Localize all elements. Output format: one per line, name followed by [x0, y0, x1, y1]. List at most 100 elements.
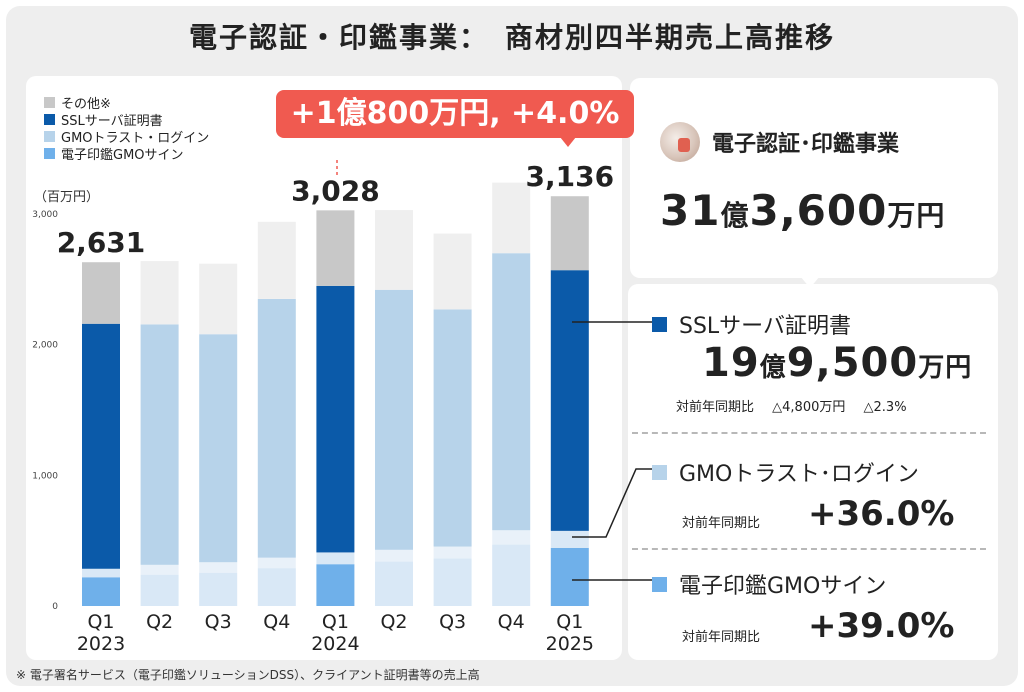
trust-login-label: GMOトラスト･ログイン — [652, 456, 919, 488]
bar-segment — [550, 547, 589, 606]
trust-login-yoy-label: 対前年同期比 — [682, 516, 761, 531]
kpi-total-value: 31億3,600万円 — [660, 186, 945, 235]
total-label: 3,136 — [526, 160, 615, 193]
legend-swatch — [44, 97, 55, 108]
bar-segment — [82, 568, 120, 578]
x-tick-label: Q2 — [380, 611, 407, 633]
x-tick-label: 2023 — [77, 633, 125, 655]
callout-pointer — [560, 137, 576, 147]
bar-segment — [375, 549, 413, 562]
bar-segment — [257, 557, 296, 569]
seal-stamp-icon — [660, 122, 700, 162]
bar-segment — [140, 574, 179, 606]
kpi-value-unit: 万円 — [887, 199, 946, 232]
y-axis-unit: （百万円） — [34, 190, 100, 205]
y-tick-label: 3,000 — [32, 210, 58, 220]
bar-segment — [375, 561, 413, 606]
bar-segment — [199, 562, 238, 573]
bar-segment — [492, 544, 531, 606]
legend-item-gmo-sign: 電子印鑑GMOサイン — [44, 145, 209, 163]
ssl-yoy-pct: △2.3% — [863, 400, 907, 415]
legend-label: SSLサーバ証明書 — [61, 114, 163, 129]
ssl-label-text: SSLサーバ証明書 — [679, 314, 851, 339]
bar-segment — [199, 263, 238, 335]
bar-segment — [82, 577, 120, 606]
bar-segment — [82, 323, 120, 569]
x-tick-label: Q3 — [205, 611, 232, 633]
detail-panel — [628, 284, 998, 660]
divider — [632, 548, 986, 550]
kpi-value-unit: 億 — [720, 199, 750, 232]
ssl-yoy-amount: △4,800万円 — [772, 400, 846, 415]
ssl-value: 19億9,500万円 — [702, 340, 972, 386]
bar-segment — [257, 221, 296, 299]
bar-segment — [550, 530, 589, 548]
bar-segment — [433, 558, 472, 606]
kpi-value-part: 3,600 — [749, 186, 888, 235]
kpi-value-part: 31 — [660, 186, 721, 235]
trust-login-label-text: GMOトラスト･ログイン — [679, 462, 919, 487]
bar-segment — [316, 285, 355, 553]
gmo-sign-yoy-label: 対前年同期比 — [682, 630, 761, 645]
x-tick-label: Q4 — [498, 611, 525, 633]
bar-segment — [257, 298, 296, 558]
ssl-yoy-comparison: 対前年同期比 △4,800万円 △2.3% — [676, 396, 907, 415]
legend-item-ssl: SSLサーバ証明書 — [44, 111, 209, 129]
bar-segment — [140, 324, 179, 565]
bar-segment — [316, 564, 355, 606]
bar-segment — [492, 253, 531, 531]
legend-label: その他※ — [61, 97, 111, 112]
ssl-value-part: 19 — [702, 340, 760, 386]
x-tick-label: 2024 — [311, 633, 359, 655]
trust-login-swatch — [652, 464, 667, 480]
x-tick-label: Q2 — [146, 611, 173, 633]
y-tick-label: 1,000 — [32, 471, 58, 481]
kpi-header: 電子認証･印鑑事業 — [660, 122, 899, 162]
legend-swatch — [44, 114, 55, 125]
bar-segment — [199, 572, 238, 606]
x-tick-label: Q1 — [87, 611, 114, 633]
kpi-panel — [630, 78, 998, 278]
bar-segment — [550, 196, 589, 271]
bar-segment — [492, 182, 531, 254]
total-label: 2,631 — [57, 226, 146, 259]
bar-segment — [316, 552, 355, 565]
bar-segment — [550, 270, 589, 531]
gmo-sign-swatch — [652, 576, 667, 592]
legend-swatch — [44, 148, 55, 159]
ssl-swatch — [652, 316, 667, 332]
gmo-sign-yoy-value: +39.0% — [808, 606, 955, 646]
chart-legend: その他※ SSLサーバ証明書 GMOトラスト・ログイン 電子印鑑GMOサイン — [44, 94, 210, 163]
legend-swatch — [44, 131, 55, 142]
ssl-value-unit: 億 — [759, 353, 787, 383]
gmo-sign-label: 電子印鑑GMOサイン — [652, 568, 886, 600]
gmo-sign-label-text: 電子印鑑GMOサイン — [679, 574, 887, 599]
bar-segment — [492, 530, 531, 545]
trust-login-connector-line — [572, 468, 652, 538]
footnote: ※ 電子署名サービス（電子印鑑ソリューションDSS）、クライアント証明書等の売上… — [16, 668, 480, 682]
y-tick-label: 0 — [52, 602, 58, 612]
legend-label: GMOトラスト・ログイン — [61, 131, 210, 146]
kpi-segment-name: 電子認証･印鑑事業 — [712, 132, 900, 157]
bar-segment — [433, 309, 472, 547]
bar-segment — [433, 233, 472, 310]
bar-segment — [199, 334, 238, 563]
trust-login-yoy-value: +36.0% — [808, 494, 955, 534]
ssl-value-unit: 万円 — [918, 353, 973, 383]
ssl-label: SSLサーバ証明書 — [652, 308, 851, 340]
y-tick-label: 2,000 — [32, 341, 58, 351]
bar-segment — [375, 210, 413, 290]
bar-segment — [140, 261, 179, 325]
bar-segment — [433, 546, 472, 559]
x-tick-label: Q1 — [556, 611, 583, 633]
x-tick-label: Q3 — [439, 611, 466, 633]
legend-item-other: その他※ — [44, 94, 209, 112]
legend-label: 電子印鑑GMOサイン — [61, 148, 184, 163]
x-tick-label: Q4 — [263, 611, 290, 633]
page-title: 電子認証・印鑑事業： 商材別四半期売上高推移 — [188, 21, 835, 54]
bar-segment — [140, 564, 179, 575]
legend-item-trust-login: GMOトラスト・ログイン — [44, 128, 210, 146]
x-tick-label: Q1 — [322, 611, 349, 633]
bar-segment — [375, 289, 413, 550]
